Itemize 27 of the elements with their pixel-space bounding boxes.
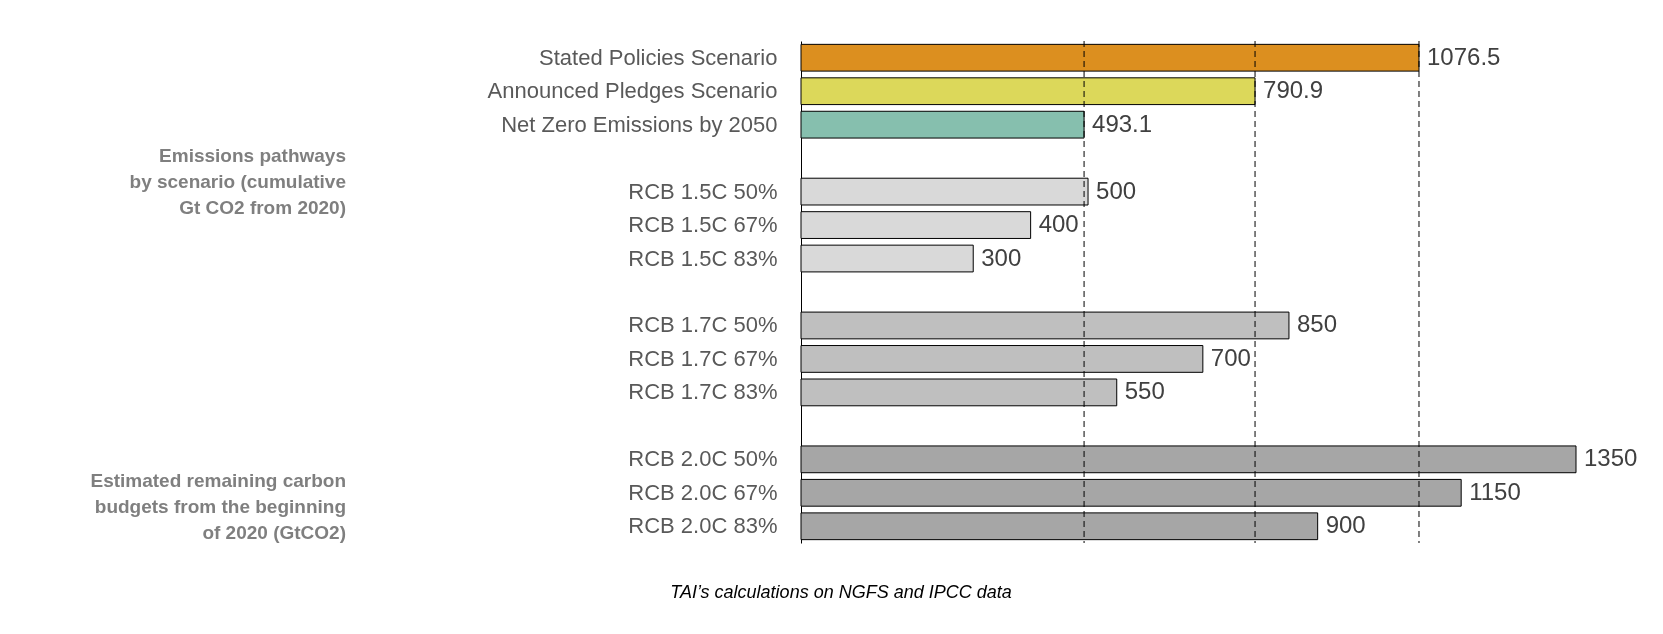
y-tick-label: Net Zero Emissions by 2050 (501, 111, 778, 137)
data-label: 850 (1296, 310, 1338, 338)
data-label: 1076.5 (1426, 42, 1501, 70)
y-tick-label: RCB 1.5C 50% (628, 178, 778, 204)
text: TAI’s calculations on NGFS and IPCC data (670, 582, 1012, 602)
data-label: 790.9 (1263, 76, 1324, 104)
y-tick-label: RCB 2.0C 83% (628, 513, 778, 539)
data-label: 700 (1210, 343, 1251, 371)
y-tick-label: Announced Pledges Scenario (487, 78, 778, 104)
data-label: 1150 (1469, 477, 1521, 505)
y-tick-label: RCB 1.7C 83% (628, 379, 778, 405)
y-tick-label: RCB 1.7C 50% (628, 312, 778, 338)
data-label: 550 (1124, 377, 1165, 405)
y-tick-label: RCB 2.0C 67% (628, 479, 778, 505)
y-tick-label: RCB 1.5C 67% (628, 212, 778, 238)
y-tick-label: RCB 1.5C 83% (628, 245, 778, 271)
data-label: 1350 (1584, 444, 1638, 472)
y-tick-label: Stated Policies Scenario (539, 44, 778, 70)
data-label: 500 (1096, 176, 1137, 204)
data-label: 300 (981, 243, 1022, 271)
text: Emissions pathways by scenario (cumulative Gt CO2 from 2020) (129, 145, 346, 218)
y-tick-label: RCB 2.0C 50% (628, 446, 778, 472)
data-label: 400 (1038, 210, 1079, 238)
data-label: 493.1 (1092, 109, 1153, 137)
data-label: 900 (1325, 511, 1366, 539)
y-tick-label: RCB 1.7C 67% (628, 345, 778, 371)
text: Estimated remaining carbon budgets from the beginning of 2020 (GtCO2) (90, 470, 346, 543)
